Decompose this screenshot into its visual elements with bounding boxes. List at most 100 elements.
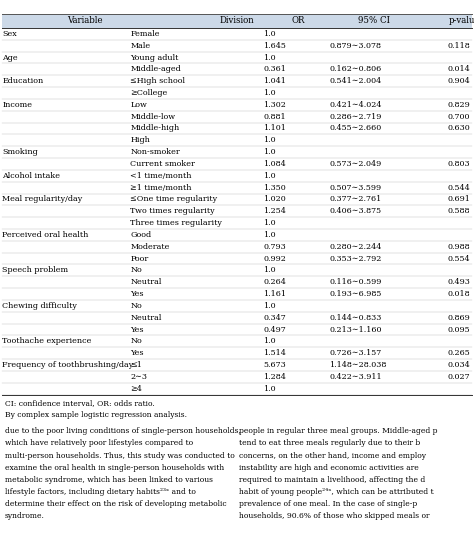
Text: lifestyle factors, including dietary habits²³ˣ and to: lifestyle factors, including dietary hab…: [5, 488, 196, 496]
Text: Female: Female: [130, 30, 160, 38]
Text: tend to eat three meals regularly due to their b: tend to eat three meals regularly due to…: [239, 439, 420, 448]
Text: 1.020: 1.020: [263, 196, 286, 203]
Text: 0.493: 0.493: [447, 278, 470, 286]
Bar: [2, 40, 472, 52]
Text: 0.541∼2.004: 0.541∼2.004: [329, 77, 382, 85]
Text: Current smoker: Current smoker: [130, 160, 195, 168]
Text: 1.645: 1.645: [263, 42, 286, 50]
Text: No: No: [130, 338, 142, 345]
Text: 0.264: 0.264: [263, 278, 286, 286]
Text: Toothache experience: Toothache experience: [2, 338, 92, 345]
Text: No: No: [130, 302, 142, 310]
Text: 0.422∼3.911: 0.422∼3.911: [329, 373, 382, 381]
Text: CI: confidence interval, OR: odds ratio.: CI: confidence interval, OR: odds ratio.: [5, 399, 155, 407]
Text: 1.0: 1.0: [263, 136, 276, 144]
Text: Neutral: Neutral: [130, 278, 162, 286]
Text: 0.455∼2.660: 0.455∼2.660: [329, 124, 382, 133]
Text: ≥College: ≥College: [130, 89, 168, 97]
Bar: [2, 75, 472, 87]
Text: 0.588: 0.588: [448, 207, 470, 215]
Text: Yes: Yes: [130, 326, 144, 334]
Text: 0.286∼2.719: 0.286∼2.719: [329, 113, 382, 121]
Bar: [2, 359, 472, 371]
Text: multi-person households. Thus, this study was conducted to: multi-person households. Thus, this stud…: [5, 452, 235, 460]
Bar: [2, 324, 472, 335]
Text: Division: Division: [219, 16, 255, 25]
Text: 0.014: 0.014: [447, 65, 470, 73]
Text: Middle-aged: Middle-aged: [130, 65, 181, 73]
Bar: [2, 253, 472, 265]
Text: 0.162∼0.806: 0.162∼0.806: [329, 65, 382, 73]
Text: Frequency of toothbrushing/day: Frequency of toothbrushing/day: [2, 361, 134, 369]
Bar: [2, 276, 472, 288]
Text: High: High: [130, 136, 150, 144]
Text: 1.0: 1.0: [263, 231, 276, 239]
Bar: [2, 288, 472, 300]
Text: concerns, on the other hand, income and employ: concerns, on the other hand, income and …: [239, 452, 427, 460]
Text: Sex: Sex: [2, 30, 17, 38]
Bar: [2, 193, 472, 206]
Text: which have relatively poor lifestyles compared to: which have relatively poor lifestyles co…: [5, 439, 193, 448]
Text: 1.284: 1.284: [263, 373, 286, 381]
Text: due to the poor living conditions of single-person households,: due to the poor living conditions of sin…: [5, 427, 241, 436]
Text: 0.544: 0.544: [447, 184, 470, 192]
Text: Neutral: Neutral: [130, 313, 162, 322]
Text: 0.869: 0.869: [447, 313, 470, 322]
Bar: [2, 265, 472, 276]
Text: 0.095: 0.095: [447, 326, 470, 334]
Text: Middle-low: Middle-low: [130, 113, 175, 121]
Text: 0.280∼2.244: 0.280∼2.244: [329, 243, 382, 251]
Text: No: No: [130, 266, 142, 275]
Bar: [2, 383, 472, 395]
Text: 0.573∼2.049: 0.573∼2.049: [329, 160, 382, 168]
Text: Speech problem: Speech problem: [2, 266, 69, 275]
Text: required to maintain a livelihood, affecting the d: required to maintain a livelihood, affec…: [239, 476, 426, 484]
Bar: [2, 182, 472, 193]
Text: 0.361: 0.361: [263, 65, 286, 73]
Text: households, 90.6% of those who skipped meals or: households, 90.6% of those who skipped m…: [239, 512, 430, 520]
Text: 0.992: 0.992: [263, 255, 286, 262]
Text: 0.700: 0.700: [448, 113, 470, 121]
Text: Perceived oral health: Perceived oral health: [2, 231, 89, 239]
Text: 0.691: 0.691: [447, 196, 470, 203]
Text: 0.118: 0.118: [447, 42, 470, 50]
Text: 1.0: 1.0: [263, 54, 276, 61]
Text: 0.116∼0.599: 0.116∼0.599: [329, 278, 382, 286]
Text: examine the oral health in single-person households with: examine the oral health in single-person…: [5, 464, 224, 472]
Text: <1 time/month: <1 time/month: [130, 172, 192, 180]
Text: syndrome.: syndrome.: [5, 512, 45, 520]
Text: 95% CI: 95% CI: [358, 16, 391, 25]
Bar: [2, 123, 472, 134]
Bar: [2, 64, 472, 75]
Text: 0.881: 0.881: [263, 113, 286, 121]
Bar: [2, 111, 472, 123]
Bar: [2, 217, 472, 229]
Text: 1.161: 1.161: [263, 290, 286, 298]
Text: Yes: Yes: [130, 349, 144, 357]
Text: 0.377∼2.761: 0.377∼2.761: [329, 196, 382, 203]
Text: ≤1: ≤1: [130, 361, 142, 369]
Text: 1.101: 1.101: [263, 124, 286, 133]
Bar: [2, 371, 472, 383]
Text: Age: Age: [2, 54, 18, 61]
Bar: [2, 87, 472, 99]
Bar: [2, 146, 472, 158]
Text: 0.034: 0.034: [447, 361, 470, 369]
Bar: [2, 99, 472, 111]
Text: people in regular three meal groups. Middle-aged p: people in regular three meal groups. Mid…: [239, 427, 438, 436]
Text: 0.879∼3.078: 0.879∼3.078: [329, 42, 382, 50]
Text: Variable: Variable: [67, 16, 103, 25]
Text: 1.084: 1.084: [263, 160, 286, 168]
Text: 0.353∼2.792: 0.353∼2.792: [329, 255, 382, 262]
Text: Young adult: Young adult: [130, 54, 179, 61]
Text: By complex sample logistic regression analysis.: By complex sample logistic regression an…: [5, 411, 187, 419]
Text: 0.193∼6.985: 0.193∼6.985: [329, 290, 382, 298]
Text: 1.0: 1.0: [263, 148, 276, 156]
Text: Three times regularity: Three times regularity: [130, 219, 222, 227]
Text: Good: Good: [130, 231, 152, 239]
Bar: [2, 158, 472, 170]
Text: 0.554: 0.554: [447, 255, 470, 262]
Bar: [2, 347, 472, 359]
Bar: [2, 312, 472, 324]
Text: 2∼3: 2∼3: [130, 373, 147, 381]
